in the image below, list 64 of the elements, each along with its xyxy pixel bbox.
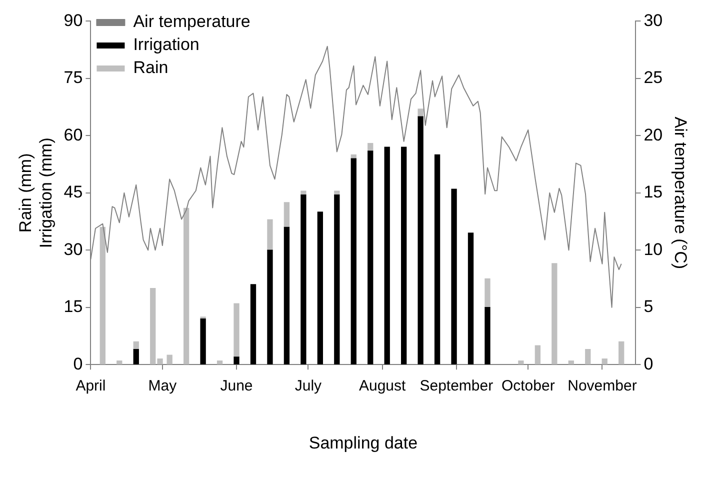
bar: [284, 226, 290, 364]
x-tick-label: November: [568, 378, 637, 395]
bar: [100, 226, 106, 364]
bar: [116, 360, 122, 364]
y2-tick-label: 5: [644, 297, 654, 316]
bar: [133, 349, 139, 364]
bar: [401, 146, 407, 364]
y-tick-label: 30: [64, 240, 83, 259]
bar: [484, 278, 490, 308]
bar: [200, 318, 206, 364]
x-tick-label: April: [76, 378, 106, 395]
bar: [368, 150, 374, 364]
y-tick-label: 15: [64, 297, 83, 316]
y2-tick-label: 15: [644, 182, 663, 202]
bar: [418, 108, 424, 117]
bar: [250, 284, 256, 364]
bar: [552, 263, 558, 364]
x-tick-label: June: [220, 378, 253, 395]
bar: [618, 341, 624, 364]
legend-label: Rain: [133, 58, 168, 78]
y-axis-title: Rain (mm) Irrigation (mm): [16, 138, 56, 248]
bar: [234, 356, 240, 364]
legend-label: Irrigation: [133, 35, 200, 54]
legend-label: Air temperature: [133, 12, 250, 32]
y2-axis-title: Air temperature (°C): [671, 116, 690, 270]
bar: [534, 345, 541, 364]
bar: [267, 250, 273, 364]
bar: [300, 194, 306, 364]
bar: [183, 208, 190, 364]
bar: [518, 360, 524, 364]
bar: [216, 360, 223, 364]
bar: [350, 158, 356, 364]
x-tick-label: May: [148, 378, 178, 395]
y2-tick-label: 10: [644, 240, 663, 259]
bar: [284, 202, 290, 228]
y2-tick-label: 0: [644, 354, 654, 374]
y-tick-label: 90: [64, 10, 83, 30]
x-tick-label: August: [358, 378, 406, 395]
y2-tick-label: 25: [644, 68, 663, 88]
x-tick-label: October: [501, 378, 555, 395]
bar: [234, 303, 240, 358]
bar: [585, 349, 591, 364]
bar: [434, 154, 440, 364]
bar: [384, 146, 390, 364]
y2-tick-label: 20: [644, 125, 663, 144]
bar: [418, 116, 424, 364]
y-tick-label: 75: [64, 68, 83, 88]
bar: [317, 212, 324, 364]
bar: [602, 358, 608, 364]
y-tick-label: 60: [64, 125, 83, 144]
y-tick-label: 45: [64, 182, 83, 202]
x-tick-label: September: [420, 378, 494, 395]
bar: [334, 194, 340, 364]
x-axis-title: Sampling date: [308, 433, 418, 452]
bar: [484, 307, 490, 364]
bar: [300, 190, 306, 196]
y2-tick-label: 30: [644, 10, 663, 30]
bar: [166, 354, 172, 364]
bar: [568, 360, 574, 364]
y-tick-label: 0: [73, 354, 83, 374]
x-tick-label: July: [294, 378, 322, 395]
bar: [267, 219, 273, 250]
bar: [468, 232, 474, 364]
bar: [451, 188, 457, 364]
